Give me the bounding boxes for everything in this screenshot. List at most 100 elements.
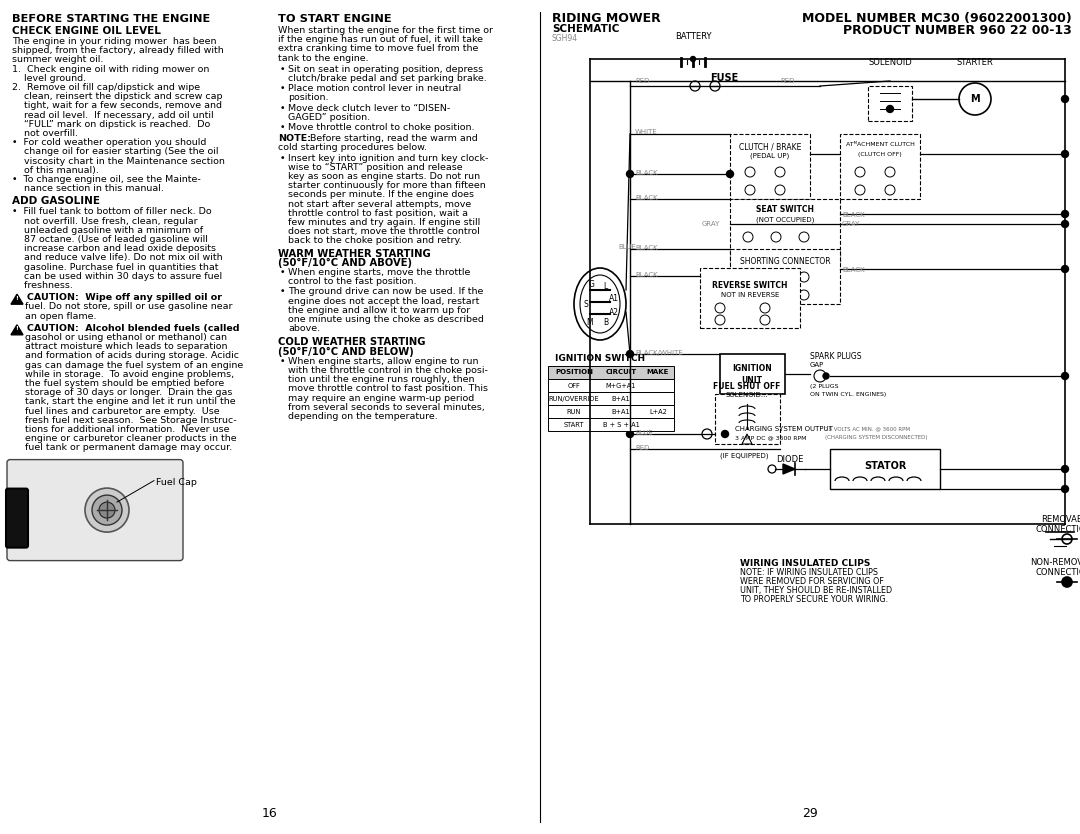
- Text: TO PROPERLY SECURE YOUR WIRING.: TO PROPERLY SECURE YOUR WIRING.: [740, 595, 888, 604]
- Text: (IF EQUIPPED): (IF EQUIPPED): [720, 452, 769, 459]
- Text: (CLUTCH OFF): (CLUTCH OFF): [859, 152, 902, 157]
- Circle shape: [690, 57, 696, 62]
- Text: (50°F/10°C AND BELOW): (50°F/10°C AND BELOW): [278, 347, 414, 357]
- Polygon shape: [783, 464, 795, 474]
- Text: SOLENOID...: SOLENOID...: [726, 392, 768, 398]
- Polygon shape: [11, 324, 23, 334]
- Text: starter continuously for more than fifteen: starter continuously for more than fifte…: [288, 181, 486, 190]
- Text: UNIT: UNIT: [742, 376, 762, 385]
- Text: fuel lines and carburetor are empty.  Use: fuel lines and carburetor are empty. Use: [25, 407, 219, 415]
- Polygon shape: [742, 434, 752, 444]
- Bar: [868, 86, 912, 121]
- Text: IGNITION: IGNITION: [732, 364, 772, 373]
- Circle shape: [1062, 150, 1068, 158]
- Circle shape: [626, 430, 634, 438]
- Text: tank to the engine.: tank to the engine.: [278, 53, 368, 63]
- Text: •: •: [280, 84, 285, 93]
- Circle shape: [1062, 577, 1072, 587]
- Text: •: •: [280, 153, 285, 163]
- Text: “FULL” mark on dipstick is reached.  Do: “FULL” mark on dipstick is reached. Do: [12, 120, 211, 128]
- Text: STATOR: STATOR: [864, 461, 906, 471]
- Text: key as soon as engine starts. Do not run: key as soon as engine starts. Do not run: [288, 172, 481, 181]
- Bar: [730, 199, 840, 264]
- Text: •  To change engine oil, see the Mainte-: • To change engine oil, see the Mainte-: [12, 175, 201, 184]
- Text: 87 octane. (Use of leaded gasoline will: 87 octane. (Use of leaded gasoline will: [12, 235, 207, 244]
- Text: WERE REMOVED FOR SERVICING OF: WERE REMOVED FOR SERVICING OF: [740, 577, 883, 586]
- Text: engine does not accept the load, restart: engine does not accept the load, restart: [288, 297, 480, 305]
- Circle shape: [887, 105, 893, 113]
- Text: •: •: [280, 357, 285, 366]
- Text: RIDING MOWER: RIDING MOWER: [552, 12, 661, 25]
- Text: REMOVABLE
CONNECTIONS: REMOVABLE CONNECTIONS: [1036, 515, 1080, 534]
- Text: (NOT OCCUPIED): (NOT OCCUPIED): [756, 216, 814, 223]
- Text: throttle control to fast position, wait a: throttle control to fast position, wait …: [288, 208, 468, 218]
- Text: BLUE: BLUE: [635, 430, 652, 436]
- Text: CAUTION:  Alcohol blended fuels (called: CAUTION: Alcohol blended fuels (called: [25, 324, 240, 333]
- Text: CLUTCH / BRAKE: CLUTCH / BRAKE: [739, 142, 801, 151]
- Text: gasohol or using ethanol or methanol) can: gasohol or using ethanol or methanol) ca…: [25, 333, 227, 342]
- Text: NOTE: IF WIRING INSULATED CLIPS: NOTE: IF WIRING INSULATED CLIPS: [740, 568, 878, 577]
- Text: NOT IN REVERSE: NOT IN REVERSE: [720, 292, 779, 298]
- Text: the fuel system should be emptied before: the fuel system should be emptied before: [25, 379, 225, 388]
- Text: ADD GASOLINE: ADD GASOLINE: [12, 196, 100, 206]
- Text: RED: RED: [780, 78, 795, 84]
- Circle shape: [92, 495, 122, 525]
- Text: BLACK: BLACK: [842, 212, 865, 218]
- Text: GRAY: GRAY: [702, 221, 720, 227]
- Text: GRAY: GRAY: [842, 221, 861, 227]
- Text: GAGED” position.: GAGED” position.: [288, 113, 370, 122]
- Text: •: •: [280, 123, 285, 132]
- Text: 29: 29: [802, 807, 818, 820]
- Circle shape: [823, 373, 829, 379]
- Text: extra cranking time to move fuel from the: extra cranking time to move fuel from th…: [278, 44, 478, 53]
- Circle shape: [626, 350, 634, 358]
- Bar: [730, 134, 810, 199]
- Text: 28 VOLTS AC MIN. @ 3600 RPM: 28 VOLTS AC MIN. @ 3600 RPM: [825, 426, 910, 431]
- Text: A1: A1: [609, 294, 619, 303]
- Text: BEFORE STARTING THE ENGINE: BEFORE STARTING THE ENGINE: [12, 14, 211, 24]
- Text: ON TWIN CYL. ENGINES): ON TWIN CYL. ENGINES): [810, 392, 887, 397]
- Circle shape: [1062, 96, 1068, 103]
- Text: SGH94: SGH94: [552, 34, 578, 43]
- Bar: [700, 268, 800, 328]
- Text: read oil level.  If necessary, add oil until: read oil level. If necessary, add oil un…: [12, 111, 214, 119]
- Text: The ground drive can now be used. If the: The ground drive can now be used. If the: [288, 288, 484, 296]
- Text: NOTE:: NOTE:: [278, 134, 311, 143]
- Text: tion until the engine runs roughly, then: tion until the engine runs roughly, then: [288, 375, 474, 384]
- Text: •  Fill fuel tank to bottom of filler neck. Do: • Fill fuel tank to bottom of filler nec…: [12, 208, 212, 216]
- Text: UNIT, THEY SHOULD BE RE-INSTALLED: UNIT, THEY SHOULD BE RE-INSTALLED: [740, 586, 892, 595]
- Text: BATTERY: BATTERY: [675, 32, 712, 41]
- Text: Fuel Cap: Fuel Cap: [156, 478, 197, 486]
- Circle shape: [721, 430, 729, 438]
- Text: Sit on seat in operating position, depress: Sit on seat in operating position, depre…: [288, 65, 483, 73]
- Text: •: •: [280, 268, 285, 277]
- Text: M: M: [586, 318, 593, 326]
- Text: an open flame.: an open flame.: [25, 312, 96, 320]
- Text: CIRCUIT: CIRCUIT: [606, 369, 636, 375]
- Circle shape: [85, 488, 129, 532]
- Text: 2.  Remove oil fill cap/dipstick and wipe: 2. Remove oil fill cap/dipstick and wipe: [12, 83, 200, 92]
- Text: tight, wait for a few seconds, remove and: tight, wait for a few seconds, remove an…: [12, 102, 222, 110]
- Text: control to the fast position.: control to the fast position.: [288, 277, 417, 286]
- Bar: [548, 418, 674, 431]
- Text: S: S: [583, 299, 589, 309]
- Text: position.: position.: [288, 93, 328, 103]
- Text: while in storage.  To avoid engine problems,: while in storage. To avoid engine proble…: [25, 369, 234, 379]
- Text: FUSE: FUSE: [710, 73, 739, 83]
- Text: !: !: [15, 326, 18, 331]
- Text: summer weight oil.: summer weight oil.: [12, 55, 104, 64]
- Text: !: !: [15, 296, 18, 301]
- Text: SOLENOID: SOLENOID: [868, 58, 912, 67]
- Circle shape: [1062, 210, 1068, 218]
- Polygon shape: [11, 294, 23, 304]
- Text: fuel tank or permanent damage may occur.: fuel tank or permanent damage may occur.: [25, 444, 232, 452]
- Text: RED: RED: [635, 445, 649, 451]
- Text: Insert key into ignition and turn key clock-: Insert key into ignition and turn key cl…: [288, 153, 488, 163]
- Text: (PEDAL UP): (PEDAL UP): [751, 152, 789, 158]
- Text: 3 AMP DC @ 3600 RPM: 3 AMP DC @ 3600 RPM: [735, 435, 807, 440]
- Text: viscosity chart in the Maintenance section: viscosity chart in the Maintenance secti…: [12, 157, 225, 166]
- Text: B: B: [604, 318, 608, 326]
- Text: POSITION: POSITION: [555, 369, 593, 375]
- Text: tions for additional information.  Never use: tions for additional information. Never …: [25, 425, 229, 434]
- Text: •: •: [280, 288, 285, 296]
